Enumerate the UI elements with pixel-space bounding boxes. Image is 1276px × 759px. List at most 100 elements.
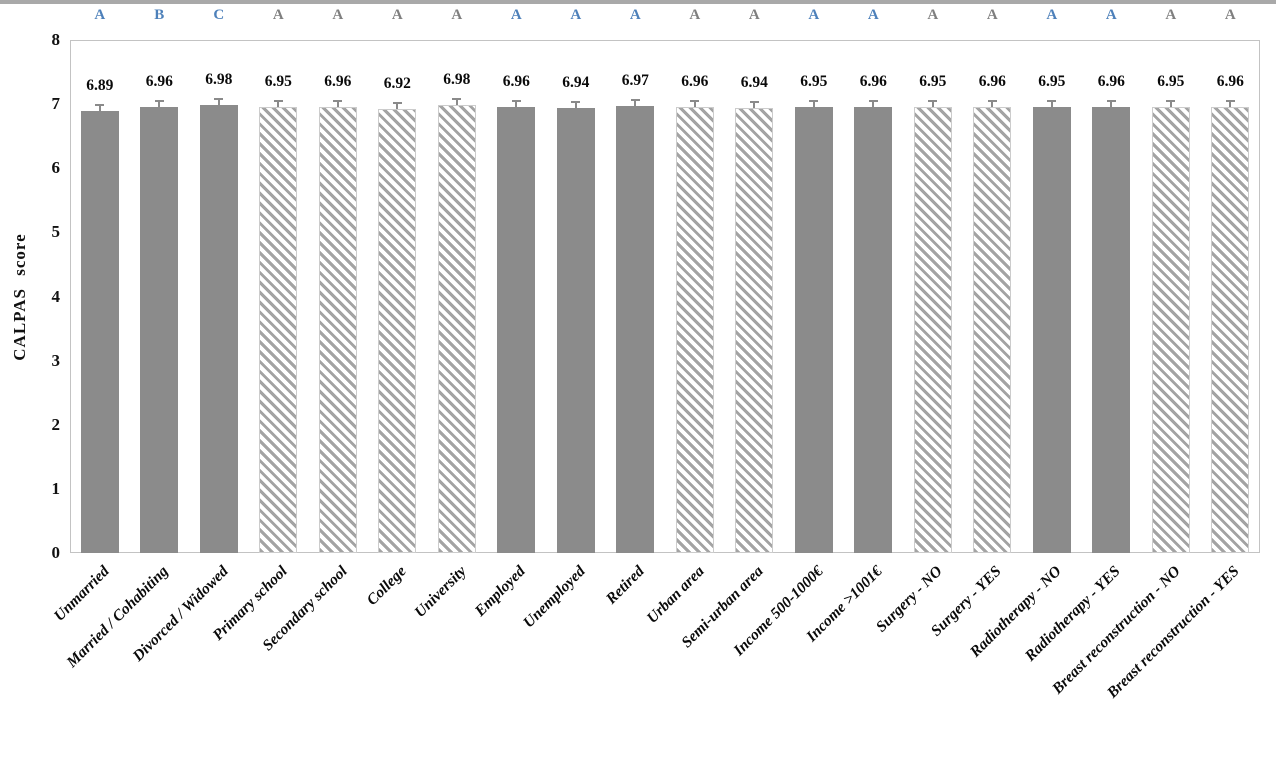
bar bbox=[80, 111, 119, 553]
error-bar bbox=[571, 100, 581, 108]
bar bbox=[854, 106, 893, 553]
error-bar bbox=[1166, 100, 1176, 108]
bar bbox=[973, 106, 1012, 553]
bar-value-label: 6.95 bbox=[1157, 73, 1185, 91]
significance-letter: A bbox=[927, 7, 939, 23]
error-bar bbox=[511, 99, 521, 107]
significance-letter: B bbox=[154, 7, 165, 23]
significance-letter: A bbox=[867, 7, 879, 23]
error-bar-stem bbox=[396, 102, 399, 110]
error-bar-stem bbox=[872, 99, 875, 107]
bar-value-label: 6.96 bbox=[978, 72, 1006, 90]
bar-value-label: 6.98 bbox=[205, 71, 233, 89]
error-bar bbox=[1225, 99, 1235, 107]
significance-letter: A bbox=[689, 7, 701, 23]
significance-letter: A bbox=[510, 7, 522, 23]
significance-letter: A bbox=[1165, 7, 1177, 23]
bar bbox=[259, 107, 298, 553]
bar-value-label: 6.97 bbox=[621, 72, 649, 90]
error-bar bbox=[154, 99, 164, 107]
bar bbox=[1032, 107, 1071, 553]
bar-value-label: 6.98 bbox=[443, 71, 471, 89]
error-bar-stem bbox=[812, 100, 815, 108]
bar bbox=[675, 106, 714, 553]
bar-value-label: 6.96 bbox=[502, 72, 530, 90]
y-tick-label: 1 bbox=[51, 478, 61, 498]
error-bar-stem bbox=[455, 98, 458, 106]
bar-value-label: 6.94 bbox=[740, 73, 768, 91]
y-tick-label: 2 bbox=[51, 414, 61, 434]
plot-area bbox=[70, 40, 1260, 553]
bar-value-label: 6.95 bbox=[919, 73, 947, 91]
bar-value-label: 6.96 bbox=[859, 72, 887, 90]
error-bar-stem bbox=[98, 104, 101, 112]
error-bar-stem bbox=[217, 98, 220, 106]
bar-value-label: 6.96 bbox=[145, 72, 173, 90]
error-bar bbox=[749, 100, 759, 108]
bar bbox=[437, 105, 476, 553]
error-bar-stem bbox=[634, 99, 637, 107]
error-bar bbox=[95, 104, 105, 112]
bar-value-label: 6.92 bbox=[383, 75, 411, 93]
bar bbox=[735, 107, 774, 553]
error-bar bbox=[630, 99, 640, 107]
error-bar-stem bbox=[158, 99, 161, 107]
y-tick-label: 6 bbox=[51, 158, 61, 178]
error-bar-stem bbox=[931, 100, 934, 108]
bar bbox=[616, 106, 655, 553]
significance-letter: A bbox=[1224, 7, 1236, 23]
error-bar-stem bbox=[515, 99, 518, 107]
bar bbox=[556, 107, 595, 553]
significance-letter: A bbox=[748, 7, 760, 23]
significance-letter: A bbox=[629, 7, 641, 23]
error-bar bbox=[273, 100, 283, 108]
y-tick-label: 5 bbox=[51, 222, 61, 242]
bar-value-label: 6.95 bbox=[264, 73, 292, 91]
bar bbox=[913, 107, 952, 553]
error-bar-stem bbox=[1229, 99, 1232, 107]
bar-value-label: 6.95 bbox=[1038, 73, 1066, 91]
bar-value-label: 6.94 bbox=[562, 73, 590, 91]
error-bar-stem bbox=[1110, 99, 1113, 107]
error-bar bbox=[1047, 100, 1057, 108]
significance-letter: A bbox=[272, 7, 284, 23]
bar bbox=[1151, 107, 1190, 553]
significance-letter: A bbox=[986, 7, 998, 23]
error-bar-stem bbox=[1169, 100, 1172, 108]
significance-letter: A bbox=[570, 7, 582, 23]
significance-letter: A bbox=[391, 7, 403, 23]
bar-value-label: 6.95 bbox=[800, 73, 828, 91]
bar bbox=[378, 109, 417, 553]
y-tick-label: 7 bbox=[51, 94, 61, 114]
error-bar bbox=[690, 99, 700, 107]
error-bar-stem bbox=[574, 100, 577, 108]
error-bar bbox=[452, 98, 462, 106]
significance-letter: A bbox=[1105, 7, 1117, 23]
error-bar-stem bbox=[693, 99, 696, 107]
bar bbox=[1211, 106, 1250, 553]
bar-value-label: 6.96 bbox=[1097, 72, 1125, 90]
error-bar bbox=[987, 99, 997, 107]
bar bbox=[199, 105, 238, 553]
error-bar bbox=[1106, 99, 1116, 107]
y-tick-label: 8 bbox=[51, 30, 61, 49]
error-bar-stem bbox=[991, 99, 994, 107]
significance-letter: A bbox=[332, 7, 344, 23]
significance-letter: A bbox=[1046, 7, 1058, 23]
bar-value-label: 6.96 bbox=[681, 72, 709, 90]
error-bar bbox=[809, 100, 819, 108]
bar-value-label: 6.96 bbox=[324, 72, 352, 90]
bar bbox=[140, 106, 179, 553]
error-bar bbox=[392, 102, 402, 110]
top-edge-line bbox=[0, 0, 1276, 4]
significance-letter: A bbox=[94, 7, 106, 23]
bar-value-label: 6.89 bbox=[86, 77, 114, 95]
error-bar bbox=[333, 99, 343, 107]
error-bar-stem bbox=[277, 100, 280, 108]
significance-letter: A bbox=[808, 7, 820, 23]
significance-letter: C bbox=[213, 7, 225, 23]
bar bbox=[497, 106, 536, 553]
bar bbox=[1092, 106, 1131, 553]
bar bbox=[318, 106, 357, 553]
bar bbox=[794, 107, 833, 553]
